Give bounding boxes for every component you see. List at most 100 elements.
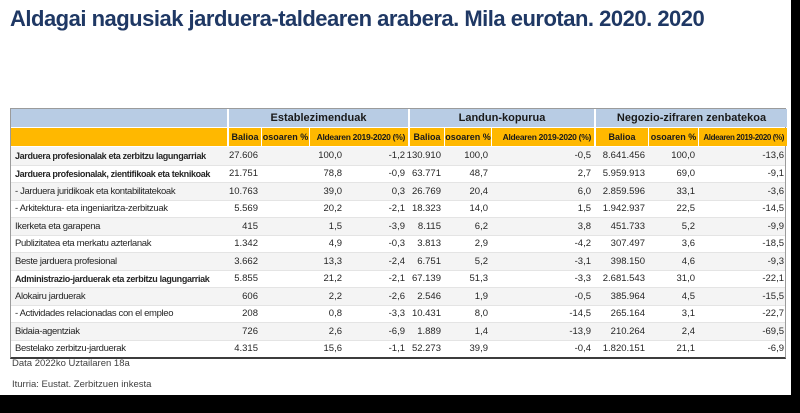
cell-value: 1,9 xyxy=(474,290,488,302)
data-table: Establezimenduak Landun-kopurua Negozio-… xyxy=(10,108,787,359)
cell-value: 5,2 xyxy=(681,220,695,232)
cell-value: -14,5 xyxy=(762,203,784,215)
cell-value: -18,5 xyxy=(762,238,784,250)
cell-value: 21,2 xyxy=(323,273,343,285)
cell-value: -9,1 xyxy=(767,168,784,180)
cell-value: 67.139 xyxy=(411,273,441,285)
cell-value: 14,0 xyxy=(469,203,489,215)
cell-value: -22,1 xyxy=(762,273,784,285)
cell-value: 8,0 xyxy=(474,308,488,320)
column-group-negozio-zifra: Negozio-zifraren zenbatekoa xyxy=(594,109,787,127)
table-body: Jarduera profesionalak eta zerbitzu lagu… xyxy=(11,147,785,357)
cell-value: 6.751 xyxy=(417,255,441,267)
cell-value: 2.859.596 xyxy=(602,185,645,197)
row-label: Administrazio-jarduerak eta zerbitzu lag… xyxy=(15,273,210,284)
cell-value: 39,9 xyxy=(469,343,489,355)
footnote-date: Data 2022ko Uztailaren 18a xyxy=(12,358,130,369)
cell-value: -2,4 xyxy=(388,255,405,267)
cell-value: -69,5 xyxy=(762,325,784,337)
cell-value: 22,5 xyxy=(676,203,696,215)
cell-value: 2.546 xyxy=(417,290,441,302)
cell-value: -3,1 xyxy=(574,255,591,267)
table-row: Jarduera profesionalak, zientifikoak eta… xyxy=(11,164,785,183)
row-label: - Jarduera juridikoak eta kontabilitatek… xyxy=(15,185,176,197)
cell-value: 2,2 xyxy=(328,290,342,302)
table-row: Publizitatea eta merkatu azterlanak 1.34… xyxy=(11,234,785,253)
cell-value: 26.769 xyxy=(411,185,441,197)
cell-value: -3,6 xyxy=(767,185,784,197)
row-label: - Arkitektura- eta ingeniaritza-zerbitzu… xyxy=(15,203,168,215)
cell-value: 3.662 xyxy=(234,255,258,267)
cell-value: -3,3 xyxy=(388,308,405,320)
cell-value: 39,0 xyxy=(323,185,343,197)
cell-value: 100,0 xyxy=(671,150,695,162)
subheader-aldearen: Aldearen 2019-2020 (%) xyxy=(491,128,594,146)
footnote-source: Iturria: Eustat. Zerbitzuen inkesta xyxy=(12,379,152,390)
page-title: Aldagai nagusiak jarduera-taldearen arab… xyxy=(10,6,705,31)
table-row: - Actividades relacionadas con el empleo… xyxy=(11,304,785,323)
column-group-spacer xyxy=(11,109,227,127)
cell-value: 1.889 xyxy=(417,325,441,337)
table-row: - Arkitektura- eta ingeniaritza-zerbitzu… xyxy=(11,199,785,218)
cell-value: 5.569 xyxy=(234,203,258,215)
table-row: Alokairu jarduerak 606 2,2 -2,6 2.546 1,… xyxy=(11,287,785,305)
cell-value: 15,6 xyxy=(323,343,343,355)
cell-value: 2.681.543 xyxy=(602,273,645,285)
cell-value: 726 xyxy=(242,325,258,337)
cell-value: -14,5 xyxy=(569,308,591,320)
cell-value: 20,2 xyxy=(323,203,343,215)
cell-value: 51,3 xyxy=(469,273,489,285)
column-group-landun-kopurua: Landun-kopurua xyxy=(408,109,594,127)
subheader-osoaren: osoaren % xyxy=(261,128,309,146)
subheader-balioa: Balioa xyxy=(408,128,444,146)
cell-value: 210.264 xyxy=(610,325,645,337)
cell-value: 4,6 xyxy=(681,255,695,267)
cell-value: 8.115 xyxy=(417,220,441,232)
cell-value: 130.910 xyxy=(406,150,441,162)
cell-value: -1,1 xyxy=(388,343,405,355)
cell-value: 21,1 xyxy=(676,343,696,355)
table-row: Administrazio-jarduerak eta zerbitzu lag… xyxy=(11,269,785,288)
column-group-header-row: Establezimenduak Landun-kopurua Negozio-… xyxy=(11,109,787,128)
cell-value: -6,9 xyxy=(388,325,405,337)
cell-value: 33,1 xyxy=(676,185,696,197)
cell-value: -3,3 xyxy=(574,273,591,285)
cell-value: -0,4 xyxy=(574,343,591,355)
cell-value: -0,9 xyxy=(388,168,405,180)
subheader-row: Balioa osoaren % Aldearen 2019-2020 (%) … xyxy=(11,128,787,147)
screen-filler-right xyxy=(791,0,800,413)
subheader-spacer xyxy=(11,128,227,146)
screen-filler-bottom xyxy=(0,395,800,413)
subheader-aldearen: Aldearen 2019-2020 (%) xyxy=(309,128,408,146)
cell-value: 1.942.937 xyxy=(602,203,645,215)
cell-value: 52.273 xyxy=(411,343,441,355)
subheader-osoaren: osoaren % xyxy=(444,128,491,146)
cell-value: 415 xyxy=(242,220,258,232)
cell-value: 31,0 xyxy=(676,273,696,285)
subheader-balioa: Balioa xyxy=(227,128,261,146)
cell-value: -2,1 xyxy=(388,203,405,215)
table-row: Bestelako zerbitzu-jarduerak 4.315 15,6 … xyxy=(11,339,785,358)
subheader-aldearen: Aldearen 2019-2020 (%) xyxy=(698,128,787,146)
cell-value: -0,3 xyxy=(388,238,405,250)
cell-value: 1,4 xyxy=(474,325,488,337)
cell-value: 5.959.913 xyxy=(602,168,645,180)
cell-value: -0,5 xyxy=(574,150,591,162)
cell-value: 1,5 xyxy=(328,220,342,232)
cell-value: 6,2 xyxy=(474,220,488,232)
cell-value: 0,8 xyxy=(328,308,342,320)
cell-value: 69,0 xyxy=(676,168,696,180)
cell-value: 10.431 xyxy=(411,308,441,320)
cell-value: 2,7 xyxy=(577,168,591,180)
row-label: Publizitatea eta merkatu azterlanak xyxy=(15,238,152,250)
cell-value: 2,6 xyxy=(328,325,342,337)
table-row: Bidaia-agentziak 726 2,6 -6,9 1.889 1,4 … xyxy=(11,322,785,340)
cell-value: 2,9 xyxy=(474,238,488,250)
cell-value: -6,9 xyxy=(767,343,784,355)
cell-value: -22,7 xyxy=(762,308,784,320)
row-label: Ikerketa eta garapena xyxy=(15,220,101,232)
cell-value: 27.606 xyxy=(228,150,258,162)
cell-value: -2,1 xyxy=(388,273,405,285)
cell-value: 398.150 xyxy=(610,255,645,267)
cell-value: -9,9 xyxy=(767,220,784,232)
